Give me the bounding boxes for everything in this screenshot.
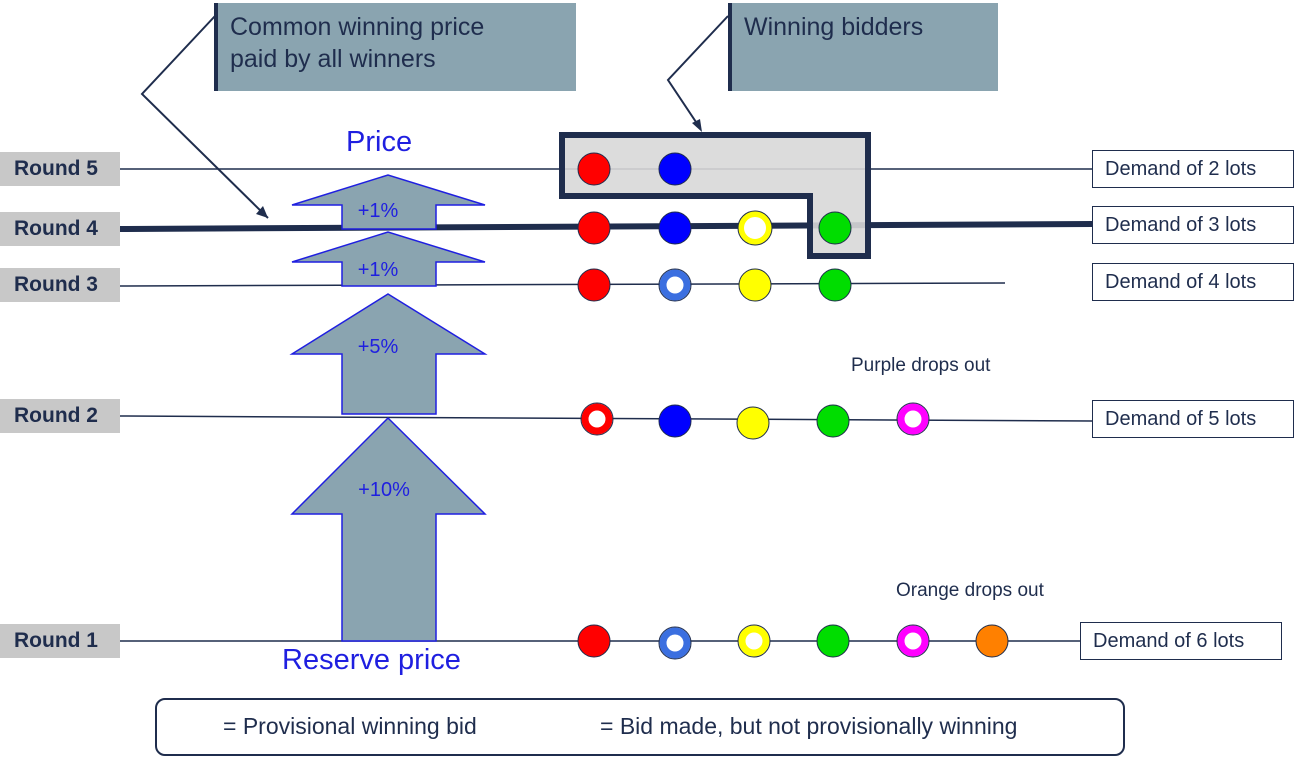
arrow-plus-1-lower (291, 231, 486, 287)
bid-round2-yellow (736, 406, 770, 440)
purple-drops-out-note: Purple drops out (851, 355, 991, 376)
bid-round3-blue-outline (658, 268, 692, 302)
bid-round2-red (581, 403, 613, 435)
common-price-callout: Common winning price paid by all winners (214, 3, 576, 91)
common-price-callout-line1: Common winning price (230, 13, 485, 41)
bid-round3-green (818, 268, 852, 302)
arrow-plus-1-upper (291, 174, 486, 230)
bid-round2-green (816, 404, 850, 438)
bid-round2-red-outline (580, 402, 614, 436)
bid-round1-orange (975, 624, 1009, 658)
demand-round-5: Demand of 2 lots (1092, 150, 1294, 188)
common-price-pointer-head (256, 206, 268, 218)
bid-round1-green (816, 624, 850, 658)
bid-round1-blue-outline (658, 626, 692, 660)
round-1-label: Round 1 (0, 624, 120, 658)
increment-round4-5: +1% (357, 200, 399, 222)
demand-round-2: Demand of 5 lots (1092, 400, 1294, 438)
round-4-label: Round 4 (0, 212, 120, 246)
bid-round4-red (577, 211, 611, 245)
increment-round1-2: +10% (358, 479, 410, 501)
bid-round5-blue (658, 152, 692, 186)
price-label: Price (346, 126, 413, 158)
bid-round1-purple-outline (896, 624, 930, 658)
winning-bidders-box (559, 132, 871, 259)
demand-round-3: Demand of 4 lots (1092, 263, 1294, 301)
arrow-plus-5 (289, 293, 488, 415)
legend-winning-text: = Provisional winning bid (223, 713, 477, 739)
common-price-pointer (140, 15, 269, 219)
demand-round-1: Demand of 6 lots (1080, 622, 1282, 660)
legend: = Provisional winning bid = Bid made, bu… (155, 698, 1125, 756)
bid-round2-purple-outline (896, 402, 930, 436)
round-2-label: Round 2 (0, 399, 120, 433)
bid-round1-yellow-outline (737, 624, 771, 658)
round-3-line (119, 282, 1006, 287)
winning-bidders-pointer-head (692, 119, 702, 132)
bid-round1-purple (897, 625, 929, 657)
orange-drops-out-note: Orange drops out (896, 580, 1044, 601)
increment-round3-4: +1% (357, 259, 399, 281)
round-5-label: Round 5 (0, 152, 120, 186)
bid-round4-blue (658, 211, 692, 245)
bid-round2-blue (658, 404, 692, 438)
bid-round1-yellow (738, 625, 770, 657)
bid-round3-blue (659, 269, 691, 301)
bid-round1-red (577, 624, 611, 658)
winning-bidders-callout: Winning bidders (728, 3, 998, 91)
price-arrows (289, 174, 488, 642)
bid-round1-blue (659, 627, 691, 659)
bid-round5-red (577, 152, 611, 186)
reserve-price-label: Reserve price (282, 644, 461, 676)
bid-round2-purple (897, 403, 929, 435)
common-price-callout-line2: paid by all winners (230, 45, 436, 73)
bid-round3-red (577, 268, 611, 302)
bid-round4-yellow (738, 211, 772, 245)
legend-not-winning-text: = Bid made, but not provisionally winnin… (600, 713, 1018, 739)
bid-round3-yellow (738, 268, 772, 302)
bid-round4-yellow-outline (737, 210, 773, 246)
winning-bidders-callout-text: Winning bidders (744, 13, 924, 41)
arrow-plus-10 (290, 416, 487, 642)
round-3-label: Round 3 (0, 268, 120, 302)
winning-bidders-pointer (666, 15, 729, 129)
demand-round-4: Demand of 3 lots (1092, 206, 1294, 244)
increment-round2-3: +5% (357, 336, 399, 358)
bid-round4-green (818, 211, 852, 245)
